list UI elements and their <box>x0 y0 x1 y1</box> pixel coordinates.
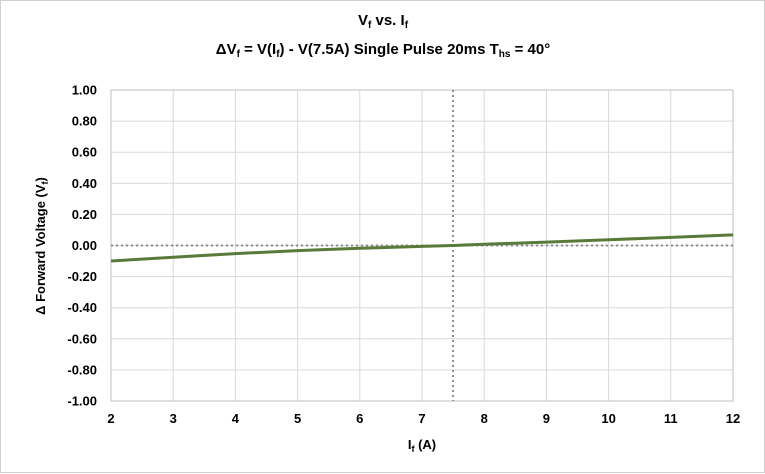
grid <box>110 89 734 402</box>
y-tick-label: -0.40 <box>67 300 97 315</box>
plot-area <box>110 233 734 263</box>
x-tick-label: 6 <box>356 411 363 426</box>
y-axis-label: Δ Forward Voltage (Vf) <box>33 177 50 315</box>
y-tick-label: 0.60 <box>72 145 97 160</box>
y-tick-label: -0.80 <box>67 362 97 377</box>
y-tick-label: 0.00 <box>72 238 97 253</box>
y-tick-label: -0.20 <box>67 269 97 284</box>
x-tick-labels: 2 3 4 5 6 7 8 9 10 11 12 <box>107 411 740 426</box>
y-tick-label: 0.40 <box>72 176 97 191</box>
x-tick-label: 5 <box>294 411 301 426</box>
y-tick-label: 0.20 <box>72 207 97 222</box>
x-tick-label: 7 <box>418 411 425 426</box>
y-tick-label: 1.00 <box>72 83 97 98</box>
x-axis-label: If (A) <box>408 437 436 454</box>
x-tick-label: 3 <box>170 411 177 426</box>
x-tick-label: 12 <box>726 411 740 426</box>
x-tick-label: 10 <box>601 411 615 426</box>
chart-title: Vf vs. If <box>358 12 409 31</box>
chart-subtitle: ΔVf = V(If) - V(7.5A) Single Pulse 20ms … <box>216 41 550 60</box>
x-tick-label: 4 <box>232 411 240 426</box>
y-tick-label: -1.00 <box>67 394 97 409</box>
x-tick-label: 8 <box>481 411 488 426</box>
x-tick-label: 2 <box>107 411 114 426</box>
x-tick-label: 9 <box>543 411 550 426</box>
y-tick-labels: 1.00 0.80 0.60 0.40 0.20 0.00 -0.20 -0.40 -0.60 -… <box>67 83 97 409</box>
y-tick-label: 0.80 <box>72 114 97 129</box>
series-line <box>110 233 734 263</box>
y-tick-label: -0.60 <box>67 331 97 346</box>
x-tick-label: 11 <box>664 411 678 426</box>
